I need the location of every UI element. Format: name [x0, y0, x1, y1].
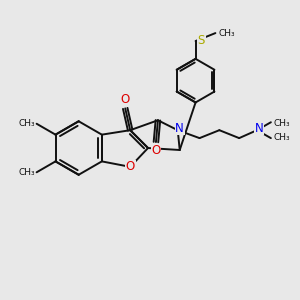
Text: CH₃: CH₃	[18, 168, 34, 177]
Text: O: O	[121, 93, 130, 106]
Text: S: S	[198, 34, 205, 46]
Text: N: N	[175, 122, 184, 135]
Text: O: O	[151, 145, 160, 158]
Text: N: N	[255, 122, 263, 135]
Text: CH₃: CH₃	[18, 119, 34, 128]
Text: CH₃: CH₃	[274, 133, 290, 142]
Text: CH₃: CH₃	[274, 119, 290, 128]
Text: CH₃: CH₃	[218, 28, 235, 38]
Text: O: O	[126, 160, 135, 173]
